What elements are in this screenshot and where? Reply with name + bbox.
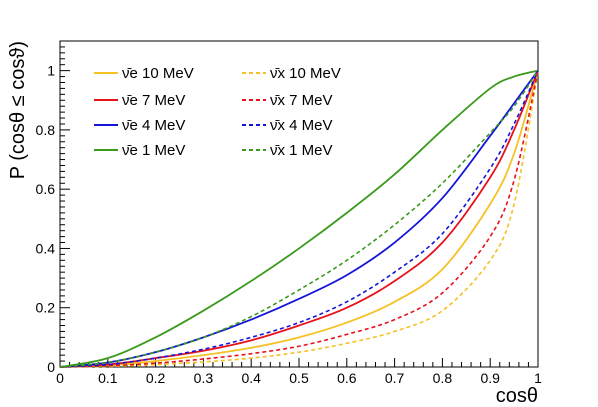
x-tick-label: 0.6 [337,370,357,386]
y-axis-ticks: 0 0.2 0.4 0.6 0.8 1 [36,40,70,375]
x-tick-label: 0.2 [146,370,166,386]
x-tick-label: 0.5 [289,370,309,386]
legend-label-1: ν̄e 10 MeV [122,65,194,82]
x-tick-label: 0.4 [241,370,261,386]
legend: ν̄e 10 MeV ν̄e 7 MeV ν̄e 4 MeV ν̄e 1 MeV ν̄x… [94,65,341,159]
series-line-1 [59,70,539,368]
y-axis-title: P (cosθ ≤ cosϑ) [7,41,29,179]
legend-label-6: ν̄x 7 MeV [270,92,333,109]
y-tick-label: 0.2 [36,300,56,316]
x-tick-label: 1 [534,370,542,386]
series-line-7 [59,70,539,368]
series-line-2 [59,70,539,368]
x-tick-label: 0 [56,370,64,386]
y-tick-label: 0.4 [36,240,56,256]
series-line-8 [59,70,539,368]
x-tick-label: 0.3 [194,370,214,386]
legend-label-2: ν̄e 7 MeV [122,92,185,109]
y-tick-label: 1 [47,63,55,79]
series-line-6 [59,70,539,368]
x-tick-label: 0.7 [385,370,405,386]
series-line-4 [59,69,539,368]
x-tick-label: 0.8 [433,370,453,386]
legend-label-7: ν̄x 4 MeV [270,117,333,134]
series-lines [59,69,539,368]
legend-label-4: ν̄e 1 MeV [122,142,185,159]
legend-label-5: ν̄x 10 MeV [270,65,341,82]
plot-frame [59,40,539,368]
series-line-3 [59,70,539,368]
x-axis-ticks: 0 0.1 0.2 0.3 0.4 0.5 0.6 0.7 0.8 0.9 1 [56,358,542,386]
legend-label-3: ν̄e 4 MeV [122,117,185,134]
y-tick-label: 0.6 [36,181,56,197]
series-line-5 [59,70,539,368]
legend-label-8: ν̄x 1 MeV [270,142,333,159]
x-tick-label: 0.9 [480,370,500,386]
x-axis-title: cosθ [496,385,538,407]
x-tick-label: 0.1 [98,370,118,386]
y-tick-label: 0 [47,359,55,375]
y-tick-label: 0.8 [36,122,56,138]
